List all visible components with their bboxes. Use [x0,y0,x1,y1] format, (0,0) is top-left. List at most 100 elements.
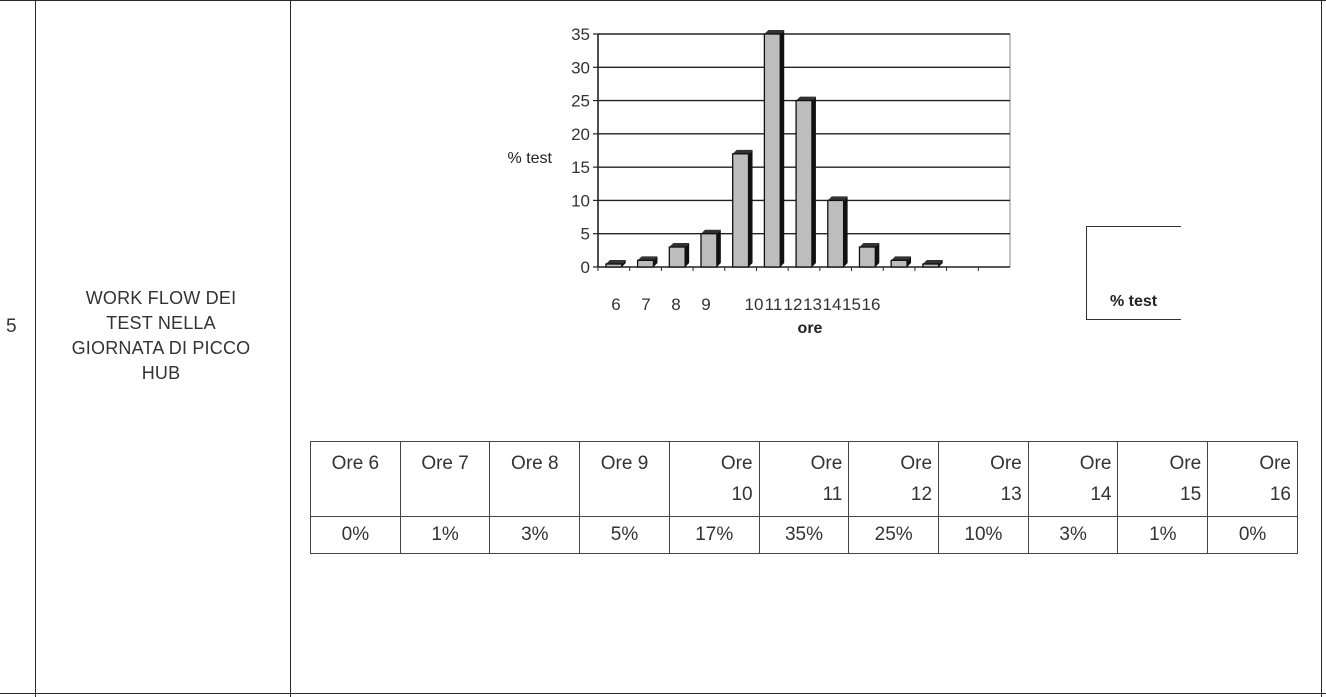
bar-top [669,243,690,248]
y-tick-label: 35 [571,25,590,44]
table-header-text: Ore [720,453,753,474]
table-cell: 5% [579,516,670,554]
bar-side [843,196,848,267]
bar [605,263,623,268]
x-tick-label: 14 [823,295,842,314]
x-tick-label: 6 [611,295,620,314]
table-cell: 1% [1117,516,1209,554]
table-cell: 0% [1207,516,1298,554]
table-header-cell: Ore 14 [1027,441,1119,517]
right-border [1321,0,1322,697]
table-header-text: Ore 6 [331,453,380,474]
column-divider-2 [290,0,291,697]
table-header-text: 16 [1269,484,1291,505]
bar [668,246,686,268]
bar-side [748,149,753,267]
table-header-text: Ore [1169,453,1202,474]
table-header-cell: Ore 11 [758,441,850,517]
row-title-line: HUB [141,363,181,383]
y-tick-label: 15 [571,158,590,177]
row-title-line: GIORNATA DI PICCO [71,338,251,358]
bar-side [875,243,880,267]
y-axis-label: % test [508,150,553,167]
x-tick-label: 9 [701,295,710,314]
table-header-text: Ore [1079,453,1112,474]
table-cell: 3% [1027,516,1119,554]
bar [636,259,655,268]
table-header-text: Ore 8 [511,453,559,474]
table-header-cell: Ore 6 [310,441,401,517]
bar-side [716,229,721,267]
table-header-text: Ore [810,453,843,474]
outer-top-border [0,0,1326,1]
x-tick-label: 12 [784,295,803,314]
table-header-text: 15 [1180,484,1202,505]
legend-label: % test [1110,293,1158,310]
bar-top [922,260,943,264]
x-axis-label: ore [798,320,823,337]
table-header-cell: Ore 9 [579,441,670,517]
bar-top [796,96,816,101]
bar-top [732,149,753,154]
table-header-row: Ore 6 Ore 7 Ore 8 Ore 9 Ore 10 Ore 11 Ore 12 Ore 13… [310,441,1298,517]
x-tick-label: 15 [842,295,861,314]
bar [827,199,845,268]
row-title-line: WORK FLOW DEI [85,288,237,308]
table-header-text: 12 [910,484,933,505]
bar [795,99,813,268]
table-cell: 3% [489,516,581,554]
table-row: 0% 1% 3% 5% 17% 35% 25% 10% 3% 1% 0% [310,516,1298,554]
table-header-cell: Ore 10 [668,441,760,517]
bar-top [605,260,626,264]
table-header-cell: Ore 16 [1207,441,1298,517]
x-tick-label: 8 [671,295,680,314]
bar-top [637,256,658,261]
bar-top [764,30,785,34]
y-tick-label: 30 [571,58,590,77]
bar-side [780,30,785,267]
bar-top [701,229,721,234]
bar-side [938,260,943,267]
table-header-text: Ore 7 [421,453,469,474]
bar [922,263,940,268]
bar [732,153,750,268]
table-header-cell: Ore 15 [1117,441,1209,517]
table-header-cell: Ore 8 [489,441,581,517]
y-tick-label: 5 [581,225,590,244]
y-tick-label: 10 [571,191,590,210]
table-cell: 17% [668,516,760,554]
table-header-cell: Ore 12 [848,441,940,517]
table-header-cell: Ore 7 [399,441,491,517]
table-cell: 0% [310,516,401,554]
hours-table: Ore 6 Ore 7 Ore 8 Ore 9 Ore 10 Ore 11 Ore 12 Ore 13… [310,441,1298,554]
table-header-text: Ore 9 [600,453,649,474]
table-cell: 25% [848,516,940,554]
bar-top [891,256,911,261]
column-divider-1 [35,0,36,697]
outer-bottom-border [0,693,1326,694]
x-tick-label: 7 [641,295,650,314]
table-header-text: 10 [731,484,753,505]
table-cell: 1% [399,516,491,554]
x-tick-label: 16 [862,295,881,314]
x-tick-label: 11 [765,295,783,314]
table-header-text: 14 [1090,484,1112,505]
table-header-text: Ore [900,453,933,474]
bar [763,33,781,268]
x-tick-label: 13 [803,295,822,314]
bar [890,259,908,268]
bar-side [685,243,690,267]
bar-side [907,256,911,267]
x-tick-label: 10 [745,295,764,314]
y-tick-label: 0 [581,258,590,277]
table-header-text: Ore [1259,453,1291,474]
y-tick-label: 20 [571,125,590,144]
row-number: 5 [6,316,17,337]
row-title-line: TEST NELLA [106,313,216,333]
table-cell: 10% [938,516,1029,554]
y-tick-label: 25 [571,92,590,111]
table-header-text: 11 [822,484,843,505]
bar-side [621,260,626,267]
